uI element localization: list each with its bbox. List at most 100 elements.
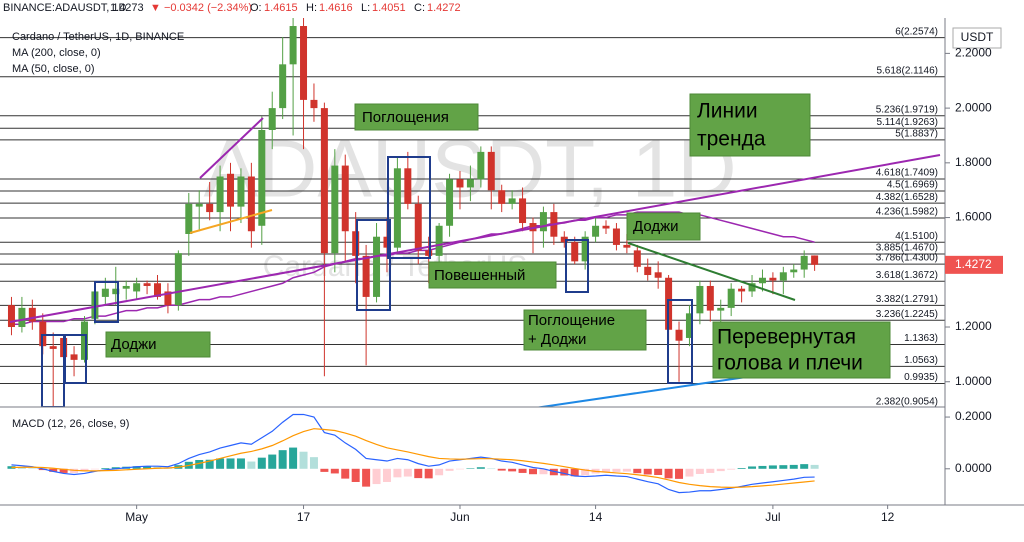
fib-label: 0.9935)	[904, 372, 938, 383]
legend-entry: MA (50, close, 0)	[12, 63, 95, 75]
histogram-bar	[320, 468, 329, 472]
histogram-bar	[309, 457, 318, 469]
candle-body	[477, 151, 485, 180]
histogram-bar	[330, 468, 339, 474]
macd-layer	[7, 413, 819, 494]
histogram-bar	[528, 468, 537, 475]
y-tick-label: 1.2000	[955, 319, 992, 333]
annotation: Поглощения	[362, 109, 449, 126]
fib-label: 6(2.2574)	[895, 26, 938, 37]
histogram-bar	[622, 468, 631, 472]
histogram-bar	[236, 458, 245, 469]
candle-body	[592, 225, 600, 237]
histogram-bar	[372, 468, 381, 485]
histogram-bar	[685, 468, 694, 477]
neckline	[627, 242, 796, 301]
pattern-box	[387, 156, 431, 259]
x-tick-label: 17	[297, 510, 311, 524]
annotation: Перевернутая	[717, 326, 856, 349]
candle-body	[623, 244, 631, 248]
x-tick-label: Jul	[765, 510, 780, 524]
annotation-box	[428, 261, 557, 289]
candle-body	[174, 253, 182, 306]
histogram-bar	[654, 468, 663, 475]
candle-body	[560, 236, 568, 243]
change: ▼ −0.0342 (−2.34%)	[150, 2, 252, 14]
candle-body	[758, 277, 766, 284]
candle-body	[18, 307, 26, 328]
price-layer	[7, 18, 819, 407]
histogram-bar	[247, 461, 256, 469]
y-tick-label: 1.6000	[955, 210, 992, 224]
fib-label: 1.1363)	[904, 333, 938, 344]
histogram-bar	[518, 468, 527, 473]
histogram-bar	[758, 465, 767, 469]
annotation: Поглощение	[528, 312, 615, 329]
histogram-bar	[455, 468, 464, 470]
histogram-bar	[205, 459, 214, 469]
candle-body	[404, 168, 412, 204]
candle-body	[49, 346, 57, 349]
fib-label: 3.382(1.2791)	[876, 294, 938, 305]
annotation: + Доджи	[528, 331, 586, 348]
histogram-bar	[633, 468, 642, 474]
annotation-box	[354, 103, 479, 131]
histogram-bar	[612, 468, 621, 472]
pattern-box	[64, 334, 87, 384]
histogram-bar	[299, 451, 308, 469]
candle-body	[133, 283, 141, 292]
histogram-bar	[17, 467, 26, 469]
header-bg	[0, 0, 520, 16]
histogram-bar	[560, 468, 569, 476]
candle-body	[310, 99, 318, 109]
candle-body	[247, 176, 255, 232]
fib-label: 3.885(1.4670)	[876, 243, 938, 254]
candle-body	[612, 228, 620, 245]
fib-label: 3.236(1.2245)	[876, 309, 938, 320]
axis-label-box	[952, 27, 1002, 49]
candle-body	[185, 203, 193, 234]
trend-line	[9, 154, 941, 323]
annotations: Поглощения Линии тренда Доджи Повешенный…	[105, 93, 891, 379]
histogram-bar	[90, 468, 99, 470]
candle-body	[320, 108, 328, 254]
histogram-bar	[768, 465, 777, 469]
candle-body	[769, 277, 777, 281]
histogram-bar	[362, 468, 371, 487]
annotation: Линии	[697, 100, 758, 123]
annotation: Повешенный	[434, 267, 525, 284]
histogram-bar	[727, 468, 736, 470]
candle-body	[498, 190, 506, 204]
candle-body	[425, 250, 433, 256]
candle-body	[435, 225, 443, 256]
histogram-bar	[216, 458, 225, 469]
candle-body	[519, 198, 527, 224]
candle-body	[143, 283, 151, 286]
candle-body	[112, 288, 120, 295]
y-tick-label: 0.0000	[955, 461, 992, 475]
candle-body	[581, 236, 589, 262]
value: 1.4615	[264, 2, 298, 14]
candle-body	[206, 203, 214, 213]
candle-body	[227, 173, 235, 207]
histogram-bar	[382, 468, 391, 482]
histogram-bar	[675, 468, 684, 479]
candle-body	[268, 108, 276, 130]
fib-layer: 6(2.2574) 5.618(2.1146) 5.236(1.9719) 5.114…	[0, 26, 945, 407]
fib-label: 5.618(2.1146)	[876, 65, 938, 76]
histogram-bar	[779, 465, 788, 469]
pattern-box	[356, 219, 391, 311]
histogram-bar	[695, 468, 704, 474]
fib-label: 4(1.5100)	[895, 231, 938, 242]
histogram-bar	[28, 468, 37, 469]
histogram-bar	[435, 468, 444, 476]
histogram-bar	[195, 459, 204, 469]
label: C:	[414, 2, 425, 14]
histogram-bar	[581, 468, 590, 476]
histogram-bar	[664, 468, 673, 479]
candle-body	[790, 269, 798, 273]
pattern-box	[565, 239, 589, 293]
fib-label: 5.114(1.9263)	[876, 117, 938, 128]
histogram-bar	[706, 468, 715, 473]
